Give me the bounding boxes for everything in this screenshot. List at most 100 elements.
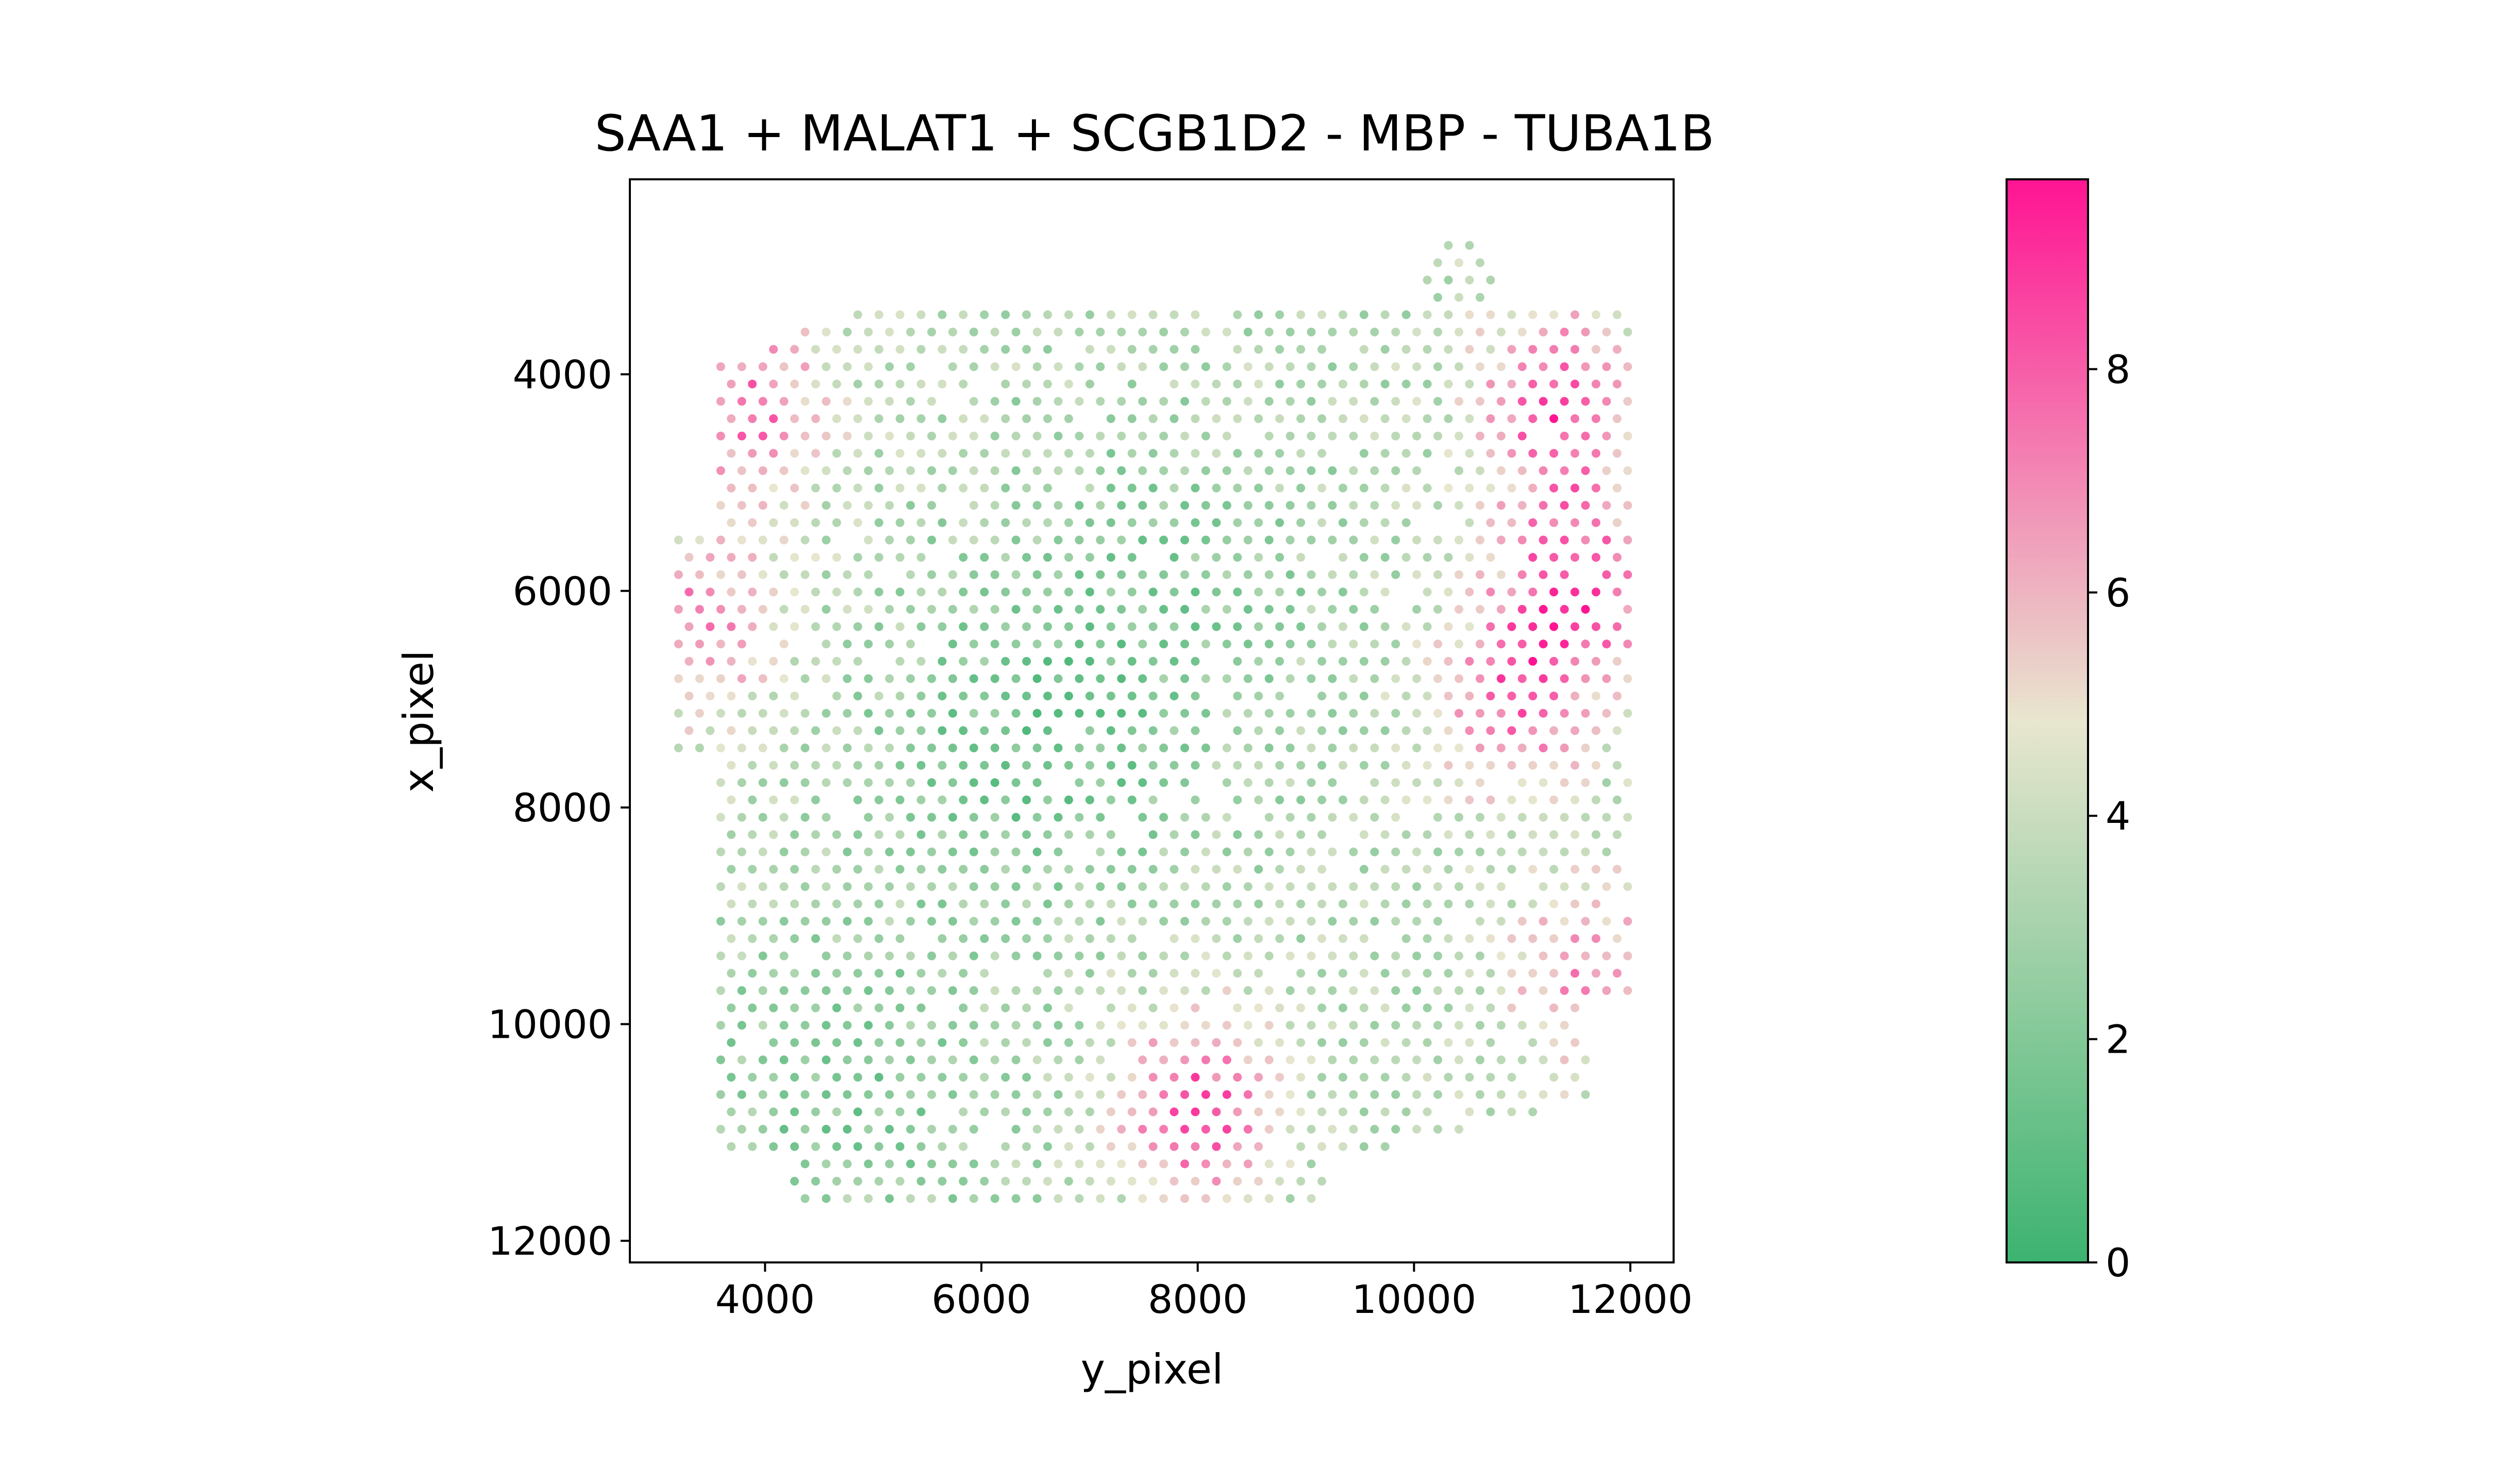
spot (1465, 1003, 1474, 1013)
spot (1222, 882, 1231, 891)
spot (853, 830, 862, 839)
spot (1486, 1107, 1495, 1117)
spot (1571, 449, 1579, 458)
spot (790, 1073, 799, 1082)
spot (1391, 951, 1400, 960)
spot (1275, 587, 1284, 597)
spot (1296, 518, 1306, 527)
spot (1401, 830, 1411, 839)
spot (1127, 692, 1137, 701)
spot (706, 622, 715, 631)
spot (716, 847, 725, 856)
spot (1233, 622, 1242, 631)
spot (1370, 1125, 1379, 1134)
spot (1307, 501, 1316, 510)
spot (737, 709, 746, 718)
spot (1159, 466, 1168, 475)
spot (748, 483, 757, 493)
spot (1275, 449, 1284, 458)
spot (1496, 917, 1506, 926)
spot (885, 466, 894, 475)
spot (853, 379, 862, 389)
spot (1401, 345, 1411, 354)
spot (674, 605, 683, 614)
spot (895, 865, 905, 874)
spot (959, 1073, 968, 1082)
spot (1549, 761, 1559, 770)
spot (779, 917, 789, 926)
spot (1001, 656, 1010, 666)
spot (1022, 1038, 1031, 1047)
spot (895, 795, 905, 804)
spot (1117, 605, 1126, 614)
spot (1423, 1003, 1432, 1013)
spot (895, 518, 905, 527)
spot (1517, 1055, 1527, 1065)
spot (1549, 518, 1559, 527)
x-tick-label: 4000 (715, 1276, 815, 1322)
spot (1054, 501, 1063, 510)
spot (1433, 951, 1442, 960)
spot (864, 1159, 873, 1169)
spot (885, 1090, 894, 1099)
spot (1106, 692, 1115, 701)
spot (822, 501, 831, 510)
spot (737, 466, 746, 475)
spot (1170, 1176, 1179, 1186)
spot (1285, 813, 1295, 822)
spot (1264, 639, 1274, 649)
spot (1328, 639, 1337, 649)
spot (969, 1055, 978, 1065)
spot (1623, 570, 1632, 579)
spot (1285, 882, 1295, 891)
spot (969, 327, 978, 336)
spot (1054, 570, 1063, 579)
spot (1075, 327, 1084, 336)
spot (1517, 813, 1527, 822)
spot (748, 518, 757, 527)
spot (1539, 362, 1548, 372)
spot (906, 674, 915, 683)
spot (1254, 1038, 1263, 1047)
spot (1560, 847, 1569, 856)
spot (1412, 535, 1422, 545)
spot (1475, 917, 1484, 926)
spot (727, 1073, 736, 1082)
spot (1370, 397, 1379, 406)
spot (1571, 761, 1579, 770)
spot (1233, 1176, 1242, 1186)
spot (1401, 692, 1411, 701)
spot (1359, 518, 1368, 527)
spot (990, 1194, 999, 1203)
spot (916, 969, 926, 978)
spot (1571, 518, 1579, 527)
spot (1011, 951, 1021, 960)
spot (1285, 639, 1295, 649)
spot (959, 865, 968, 874)
spot (1359, 969, 1368, 978)
spot (737, 362, 746, 372)
spot (1138, 813, 1147, 822)
spot (1275, 1073, 1284, 1082)
spot (1380, 483, 1390, 493)
spot (1401, 518, 1411, 527)
spot (864, 1055, 873, 1065)
spot (684, 726, 694, 735)
spot (1507, 379, 1516, 389)
spot (885, 1055, 894, 1065)
spot (1233, 553, 1242, 562)
spot (1001, 934, 1010, 943)
spot (1075, 605, 1084, 614)
spot (1159, 639, 1168, 649)
spot (1127, 1003, 1137, 1013)
spot (948, 847, 957, 856)
spot (1191, 310, 1200, 319)
spot (1423, 310, 1432, 319)
spot (1571, 553, 1579, 562)
spot (1623, 951, 1632, 960)
spot (1549, 449, 1559, 458)
spot (938, 934, 947, 943)
spot (864, 535, 873, 545)
spot (864, 951, 873, 960)
